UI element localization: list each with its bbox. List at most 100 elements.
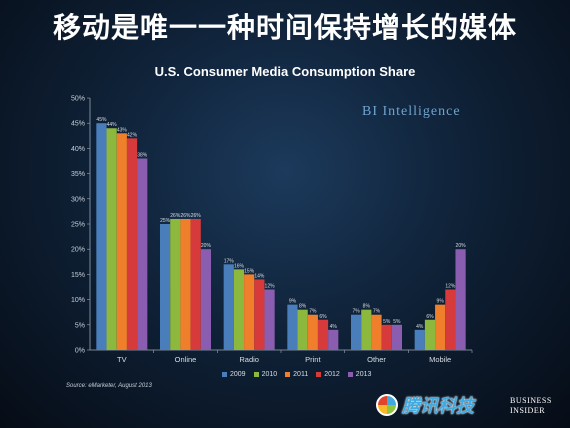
y-axis-ticks: 0% 5% 10% 15% 20% 25% 30% 35% 40% 45% 50% <box>71 96 90 355</box>
x-category-label: Radio <box>239 355 259 364</box>
bar <box>361 309 372 350</box>
bi-intelligence-brand: BI Intelligence <box>362 104 461 119</box>
bar-value-label: 8% <box>299 304 307 310</box>
bar <box>200 249 211 350</box>
chart-title: U.S. Consumer Media Consumption Share <box>154 64 416 79</box>
bar <box>435 304 446 350</box>
bar <box>287 304 298 350</box>
bar-value-label: 4% <box>416 324 424 330</box>
legend-label: 2011 <box>293 371 309 378</box>
x-axis-categories: TV Online Radio Print Other Mobile <box>117 350 473 364</box>
x-category-label: Online <box>175 355 197 364</box>
bar-value-label: 25% <box>160 218 171 224</box>
bar <box>137 158 148 350</box>
legend-swatch <box>347 372 353 377</box>
bar <box>170 218 181 350</box>
bi-logo-line1: BUSINESS <box>510 396 552 405</box>
x-category-label: Print <box>305 355 321 364</box>
tencent-tech-logo: 腾讯科技 <box>376 392 474 418</box>
bar-value-label: 9% <box>289 299 297 305</box>
bar <box>414 329 425 350</box>
bar-value-label: 12% <box>445 284 456 290</box>
bar <box>190 218 201 350</box>
bar <box>160 224 171 350</box>
bar <box>96 123 107 350</box>
y-tick-label: 45% <box>71 121 85 128</box>
y-tick-label: 50% <box>71 96 85 103</box>
x-category-label: TV <box>117 355 127 364</box>
bar <box>297 309 308 350</box>
x-category-label: Mobile <box>429 355 451 364</box>
headline: 移动是唯一一种时间保持增长的媒体 <box>52 11 517 44</box>
bar-value-label: 6% <box>319 314 327 320</box>
bar-value-label: 17% <box>224 258 235 264</box>
chart-legend: 2009 2010 2011 2012 2013 <box>222 371 371 378</box>
bar-value-label: 5% <box>393 319 401 325</box>
legend-swatch <box>222 372 227 377</box>
bar <box>264 289 275 350</box>
bar-value-label: 14% <box>254 273 265 279</box>
legend-item: 2012 <box>316 371 340 378</box>
bar-value-label: 26% <box>180 213 191 219</box>
legend-swatch <box>253 372 259 377</box>
y-tick-label: 0% <box>75 348 85 355</box>
bar-value-label: 26% <box>170 213 181 219</box>
bar <box>244 274 255 350</box>
y-tick-label: 40% <box>71 146 85 153</box>
bar-value-label: 7% <box>373 309 381 315</box>
data-labels: 45%44%43%42%38%25%26% 26% 26%20%17%16%15%1… <box>96 117 466 330</box>
bar <box>254 279 265 350</box>
bar <box>233 269 245 350</box>
bar <box>116 133 127 350</box>
y-tick-label: 20% <box>71 247 85 254</box>
y-tick-label: 30% <box>71 196 85 203</box>
y-tick-label: 15% <box>71 272 85 279</box>
bar <box>317 319 329 350</box>
bar-value-label: 7% <box>352 309 360 315</box>
bar <box>391 324 402 350</box>
bar-value-label: 9% <box>437 299 445 305</box>
bar-value-label: 44% <box>107 122 118 128</box>
bar-value-label: 45% <box>96 117 107 123</box>
y-tick-label: 35% <box>71 171 85 178</box>
legend-item: 2011 <box>285 371 308 378</box>
legend-item: 2013 <box>347 371 372 378</box>
legend-label: 2009 <box>230 371 246 378</box>
business-insider-logo: BUSINESS INSIDER <box>510 396 552 416</box>
bar-value-label: 7% <box>309 309 317 315</box>
x-category-label: Other <box>367 355 386 364</box>
chart-bars <box>96 123 466 350</box>
bar <box>126 138 138 350</box>
y-tick-label: 25% <box>71 222 85 229</box>
bar-value-label: 20% <box>456 243 467 249</box>
bar <box>307 314 318 350</box>
bar <box>424 319 436 350</box>
legend-label: 2012 <box>324 371 340 378</box>
bar <box>445 289 456 350</box>
legend-label: 2013 <box>355 371 372 378</box>
bar <box>180 218 191 350</box>
bar-value-label: 12% <box>265 284 276 290</box>
bar-value-label: 43% <box>117 127 128 133</box>
bar-value-label: 42% <box>127 132 138 138</box>
bar <box>328 329 339 350</box>
y-tick-label: 5% <box>75 322 85 329</box>
bar-value-label: 5% <box>383 319 391 325</box>
legend-swatch <box>316 372 322 377</box>
bar-value-label: 15% <box>244 268 255 274</box>
legend-item: 2010 <box>253 371 277 378</box>
bar <box>381 324 392 350</box>
bar-value-label: 6% <box>426 314 434 320</box>
bar-value-label: 4% <box>330 324 338 330</box>
bar-value-label: 20% <box>201 243 212 249</box>
legend-item: 2009 <box>222 371 246 378</box>
y-tick-label: 10% <box>71 297 85 304</box>
bar-value-label: 26% <box>191 213 202 219</box>
bar-value-label: 8% <box>363 304 371 310</box>
source-note: Source: eMarketer, August 2013 <box>66 383 152 389</box>
bar <box>223 264 234 350</box>
bar <box>371 314 382 350</box>
tencent-globe-icon <box>376 394 398 416</box>
bar-value-label: 38% <box>137 152 148 158</box>
